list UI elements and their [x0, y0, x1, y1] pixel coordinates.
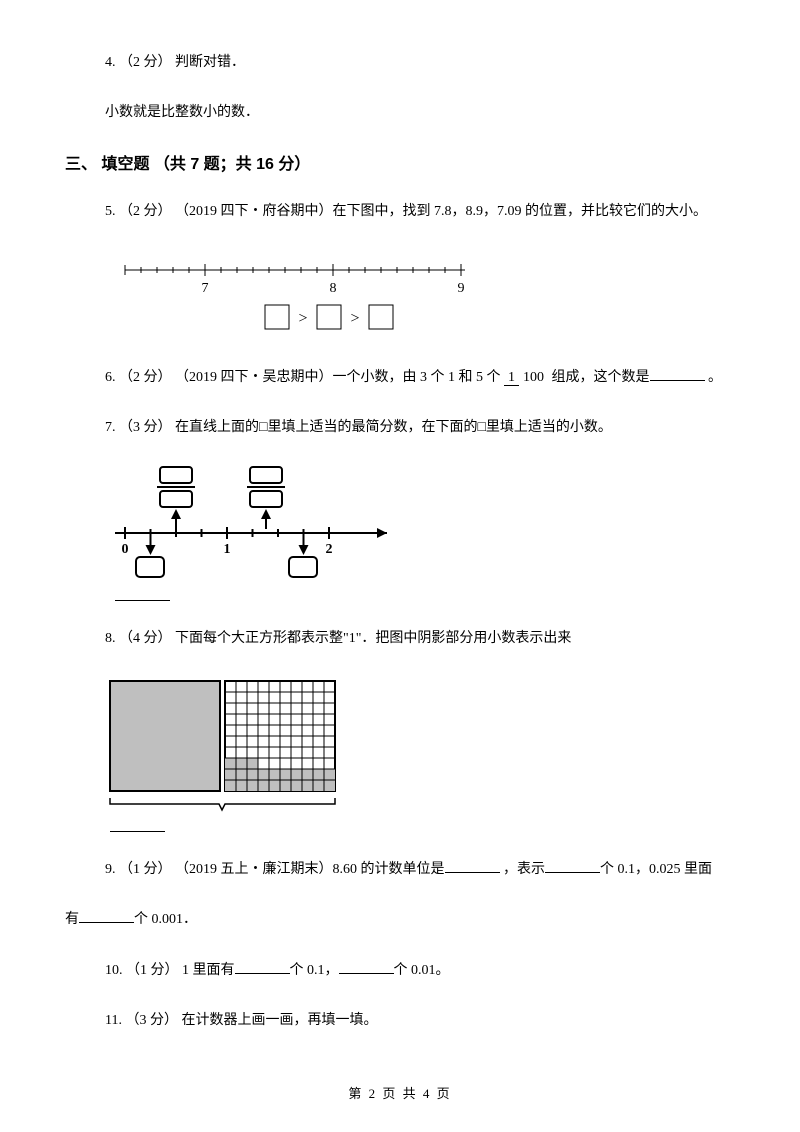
- q5-axis-8: 8: [330, 281, 337, 296]
- q5-gt1: >: [298, 310, 307, 327]
- q6-frac-den: 100: [519, 370, 548, 385]
- q10-text: 10. （1 分） 1 里面有 个 0.1， 个 0.01。: [105, 958, 735, 983]
- q4-line1: 4. （2 分） 判断对错．: [105, 50, 735, 75]
- q7-text: 7. （3 分） 在直线上面的□里填上适当的最简分数，在下面的□里填上适当的小数…: [105, 415, 735, 440]
- q6-text: 6. （2 分） （2019 四下・吴忠期中）一个小数，由 3 个 1 和 5 …: [105, 365, 735, 390]
- q6-blank[interactable]: [650, 365, 705, 381]
- q6-mid: 组成，这个数是: [548, 370, 650, 385]
- q8-text: 8. （4 分） 下面每个大正方形都表示整"1"．把图中阴影部分用小数表示出来: [105, 626, 735, 651]
- q9-line2-suffix: 个 0.001．: [134, 912, 197, 927]
- q10-prefix: 10. （1 分） 1 里面有: [105, 963, 235, 978]
- q9-mid2: 个 0.1，0.025 里面: [600, 862, 712, 877]
- q11-text: 11. （3 分） 在计数器上画一画，再填一填。: [105, 1008, 735, 1033]
- q9-line2-prefix: 有: [65, 912, 79, 927]
- q5-axis-7: 7: [202, 281, 209, 296]
- q10-blank1[interactable]: [235, 958, 290, 974]
- q7-figure: 0 1 2: [105, 465, 735, 601]
- q9-line1: 9. （1 分） （2019 五上・廉江期末）8.60 的计数单位是 ，表示 个 …: [105, 857, 735, 882]
- q7-axis-2: 2: [326, 542, 333, 557]
- q7-axis-0: 0: [122, 542, 129, 557]
- q6-fraction: 1100: [504, 370, 548, 385]
- q10-suffix: 个 0.01。: [394, 963, 450, 978]
- q5-gt2: >: [350, 310, 359, 327]
- q10-mid: 个 0.1，: [290, 963, 339, 978]
- q9-prefix: 9. （1 分） （2019 五上・廉江期末）8.60 的计数单位是: [105, 862, 445, 877]
- q9-mid1: ，表示: [500, 862, 546, 877]
- q6-prefix: 6. （2 分） （2019 四下・吴忠期中）一个小数，由 3 个 1 和 5 …: [105, 370, 504, 385]
- q9-blank3[interactable]: [79, 907, 134, 923]
- q6-suffix: 。: [705, 370, 723, 385]
- q7-axis-1: 1: [224, 542, 231, 557]
- q4-line2: 小数就是比整数小的数．: [105, 100, 735, 125]
- q8-answer-blank[interactable]: [110, 816, 165, 832]
- q7-answer-blank[interactable]: [115, 585, 170, 601]
- page-footer: 第 2 页 共 4 页: [0, 1083, 800, 1102]
- q9-line2: 有 个 0.001．: [65, 907, 735, 932]
- q5-text: 5. （2 分） （2019 四下・府谷期中）在下图中，找到 7.8，8.9，7…: [105, 199, 735, 224]
- q6-frac-num: 1: [504, 370, 519, 386]
- q10-blank2[interactable]: [339, 958, 394, 974]
- q9-blank1[interactable]: [445, 857, 500, 873]
- q5-axis-9: 9: [458, 281, 465, 296]
- q9-blank2[interactable]: [545, 857, 600, 873]
- section3-header: 三、 填空题 （共 7 题；共 16 分）: [65, 150, 735, 174]
- q8-figure: [105, 676, 735, 832]
- q5-figure: 7 8 9 > >: [105, 250, 735, 340]
